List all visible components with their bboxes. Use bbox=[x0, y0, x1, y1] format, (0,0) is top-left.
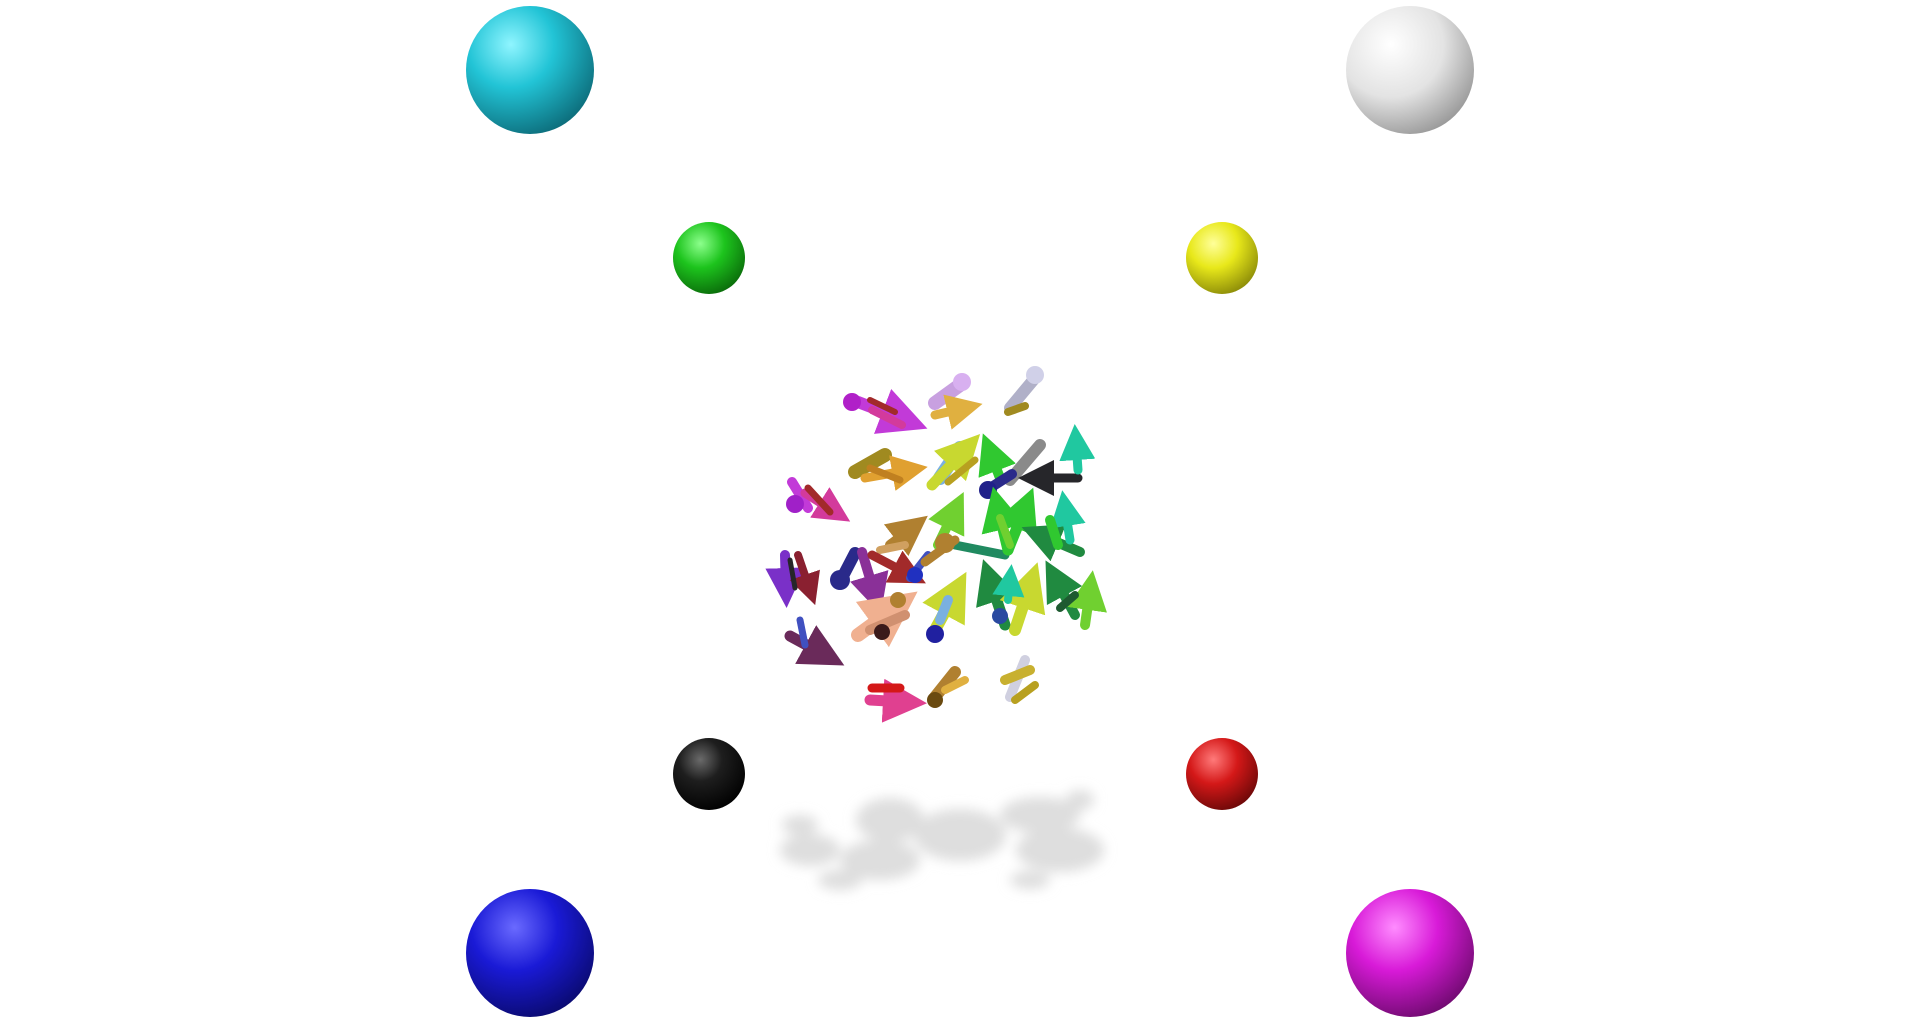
arrow-group bbox=[1018, 424, 1096, 496]
yellow-sphere bbox=[1186, 222, 1258, 294]
arrow-group bbox=[928, 373, 983, 430]
arrow-group bbox=[786, 477, 851, 522]
blue-sphere bbox=[466, 889, 594, 1017]
arrow-group bbox=[1004, 366, 1044, 416]
arrow-group bbox=[1000, 655, 1039, 704]
arrow-group bbox=[851, 591, 918, 648]
arrow-group bbox=[927, 666, 969, 708]
arrow-group bbox=[978, 433, 1046, 499]
arrow-group bbox=[981, 486, 1038, 556]
arrow-group bbox=[843, 389, 928, 434]
arrow-group bbox=[906, 535, 960, 583]
arrow-group bbox=[926, 433, 981, 491]
white-sphere bbox=[1346, 6, 1474, 134]
arrow-group bbox=[922, 571, 967, 643]
arrow-group bbox=[830, 547, 926, 615]
magenta-sphere bbox=[1346, 889, 1474, 1017]
arrow-group bbox=[765, 550, 820, 608]
arrow-group bbox=[784, 616, 845, 666]
arrow-group bbox=[1045, 560, 1107, 630]
arrow-group bbox=[864, 678, 927, 723]
arrow-cluster bbox=[765, 366, 1107, 723]
arrow-group bbox=[848, 448, 928, 491]
arrow-group bbox=[876, 515, 928, 557]
green-sphere bbox=[673, 222, 745, 294]
arrow-group bbox=[976, 559, 1046, 636]
cyan-sphere bbox=[466, 6, 594, 134]
arrow-group bbox=[1021, 490, 1086, 562]
red-sphere bbox=[1186, 738, 1258, 810]
cluster-shadow bbox=[780, 790, 1104, 890]
black-sphere bbox=[673, 738, 745, 810]
